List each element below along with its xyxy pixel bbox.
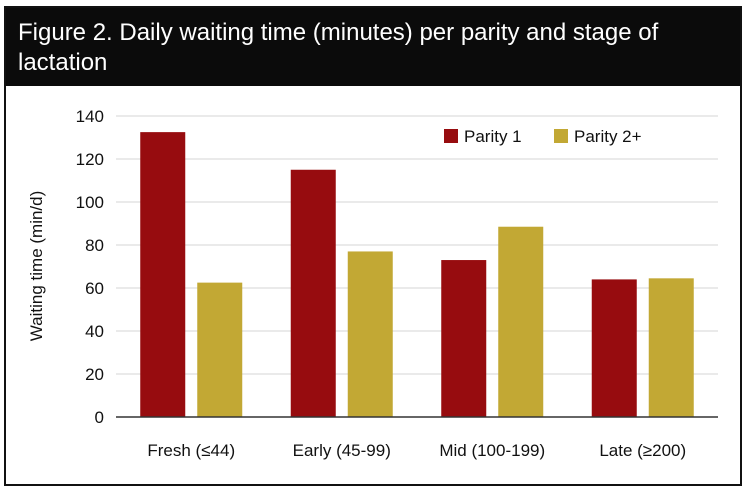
- title-bar: Figure 2. Daily waiting time (minutes) p…: [6, 8, 740, 86]
- y-tick-labels: 0 20 40 60 80 100 120 140: [76, 107, 104, 427]
- category-label: Mid (100-199): [439, 441, 545, 460]
- legend-label: Parity 1: [464, 127, 522, 146]
- legend-swatch: [554, 129, 568, 143]
- category-label: Early (45-99): [293, 441, 391, 460]
- category-label: Late (≥200): [599, 441, 686, 460]
- bar-parity-1-2: [441, 260, 487, 417]
- bar-parity-2--3: [648, 278, 694, 417]
- y-tick-label: 140: [76, 107, 104, 126]
- bar-parity-1-0: [140, 132, 186, 417]
- y-axis-label: Waiting time (min/d): [27, 191, 46, 342]
- y-tick-label: 120: [76, 150, 104, 169]
- bar-parity-1-3: [591, 279, 637, 417]
- chart-title: Figure 2. Daily waiting time (minutes) p…: [18, 19, 659, 76]
- bars: [140, 132, 694, 417]
- legend-swatch: [444, 129, 458, 143]
- bar-parity-2--2: [498, 226, 544, 417]
- y-tick-label: 80: [85, 236, 104, 255]
- bar-parity-1-1: [290, 169, 336, 417]
- category-labels: Fresh (≤44) Early (45-99) Mid (100-199) Lat…: [147, 441, 686, 460]
- y-tick-label: 0: [95, 408, 104, 427]
- legend: Parity 1 Parity 2+: [444, 127, 642, 146]
- category-label: Fresh (≤44): [147, 441, 235, 460]
- y-tick-label: 60: [85, 279, 104, 298]
- legend-label: Parity 2+: [574, 127, 642, 146]
- bar-parity-2--1: [347, 251, 393, 417]
- y-tick-label: 40: [85, 322, 104, 341]
- y-tick-label: 100: [76, 193, 104, 212]
- y-tick-label: 20: [85, 365, 104, 384]
- bar-parity-2--0: [197, 282, 243, 417]
